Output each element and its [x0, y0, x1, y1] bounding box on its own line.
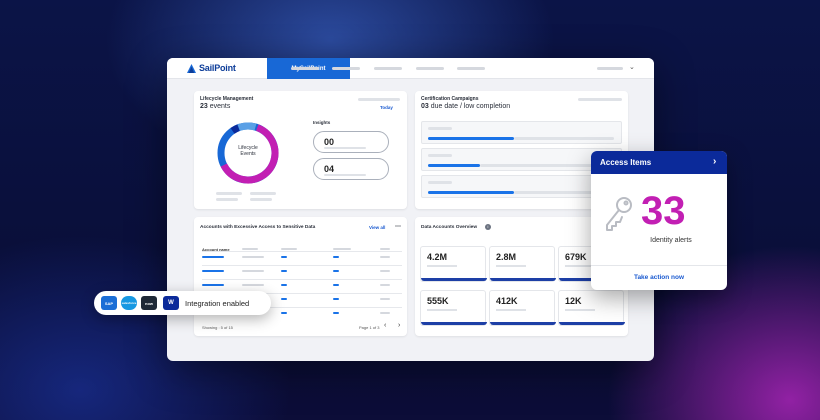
excessive-access-card: Accounts with Excessive Access to Sensit… — [194, 217, 407, 336]
nav-item-placeholder[interactable] — [332, 67, 360, 70]
table-row[interactable] — [194, 268, 407, 274]
insight-pill[interactable]: 04 — [313, 158, 389, 180]
table-row[interactable] — [194, 282, 407, 288]
integration-label: Integration enabled — [185, 299, 250, 308]
stat-tile[interactable]: 412K — [489, 290, 556, 326]
stat-tile[interactable]: 12K — [558, 290, 625, 326]
donut-segment-light-blue — [217, 122, 279, 184]
brand-name: SailPoint — [199, 63, 236, 73]
stat-tile[interactable]: 4.2M — [420, 246, 487, 282]
certification-card: Certification Campaigns 03 due date / lo… — [415, 91, 628, 209]
nav-item-placeholder[interactable] — [374, 67, 402, 70]
pagination-summary: Showing : 5 of 15 — [202, 325, 233, 330]
page-indicator: Page 1 of 3 — [359, 325, 380, 330]
table-row[interactable] — [194, 254, 407, 260]
identity-alert-label: Identity alerts — [650, 237, 692, 244]
donut-center-label: Lifecycle Events — [238, 145, 258, 157]
salesforce-logo-icon: salesforce — [121, 296, 137, 310]
sailpoint-logo-icon — [187, 63, 196, 73]
chevron-down-icon[interactable]: ⌄ — [629, 64, 635, 71]
workday-logo-icon: W — [163, 296, 179, 310]
card-title: Accounts with Excessive Access to Sensit… — [200, 225, 316, 230]
chevron-right-icon[interactable]: › — [713, 156, 717, 167]
insight-pill[interactable]: 00 — [313, 131, 389, 153]
key-icon — [606, 197, 632, 231]
insights-title: Insights — [313, 120, 331, 125]
view-all-link[interactable]: View all — [369, 225, 386, 230]
access-items-header[interactable]: Access Items › — [591, 151, 727, 174]
card-title: Certification Campaigns — [421, 96, 479, 102]
campaign-row[interactable] — [421, 148, 622, 171]
card-title: Data Accounts Overview — [421, 225, 478, 230]
integration-badge: SAP salesforce now W Integration enabled — [94, 291, 271, 315]
info-icon[interactable]: i — [485, 224, 491, 230]
nav-item-placeholder[interactable] — [416, 67, 444, 70]
take-action-link[interactable]: Take action now — [633, 274, 685, 281]
campaign-count: 03 due date / low completion — [421, 103, 511, 110]
prev-page-button[interactable]: ‹ — [384, 322, 387, 329]
lifecycle-card: Lifecycle Management 23 events Today Lif… — [194, 91, 407, 209]
dashboard-window: SailPoint MySailPoint ⌄ Lifecycle Manage… — [167, 58, 654, 361]
sap-logo-icon: SAP — [101, 296, 117, 310]
campaign-row[interactable] — [421, 121, 622, 144]
identity-alert-count: 33 — [641, 189, 686, 233]
lifecycle-donut-chart — [217, 122, 279, 184]
nav-item-placeholder[interactable] — [291, 67, 319, 70]
campaign-row[interactable] — [421, 175, 622, 198]
donut-segment-magenta — [217, 122, 279, 184]
top-nav-bar: SailPoint MySailPoint ⌄ — [167, 58, 654, 79]
next-page-button[interactable]: › — [398, 322, 401, 329]
stat-tile[interactable]: 555K — [420, 290, 487, 326]
access-items-title: Access Items — [600, 158, 652, 167]
column-header: Account name — [202, 247, 230, 252]
filter-dropdown[interactable]: Today — [380, 105, 393, 110]
sailpoint-logo[interactable]: SailPoint — [187, 63, 236, 73]
servicenow-logo-icon: now — [141, 296, 157, 310]
donut-segment-navy — [217, 122, 279, 184]
stat-tile[interactable]: 2.8M — [489, 246, 556, 282]
event-count: 23 events — [200, 103, 231, 110]
more-icon[interactable]: ⋯ — [395, 224, 401, 230]
access-items-card[interactable]: Access Items › 33 Identity alerts Take a… — [591, 151, 727, 290]
card-title: Lifecycle Management — [200, 96, 254, 102]
user-menu-placeholder[interactable] — [597, 67, 623, 70]
nav-item-placeholder[interactable] — [457, 67, 485, 70]
